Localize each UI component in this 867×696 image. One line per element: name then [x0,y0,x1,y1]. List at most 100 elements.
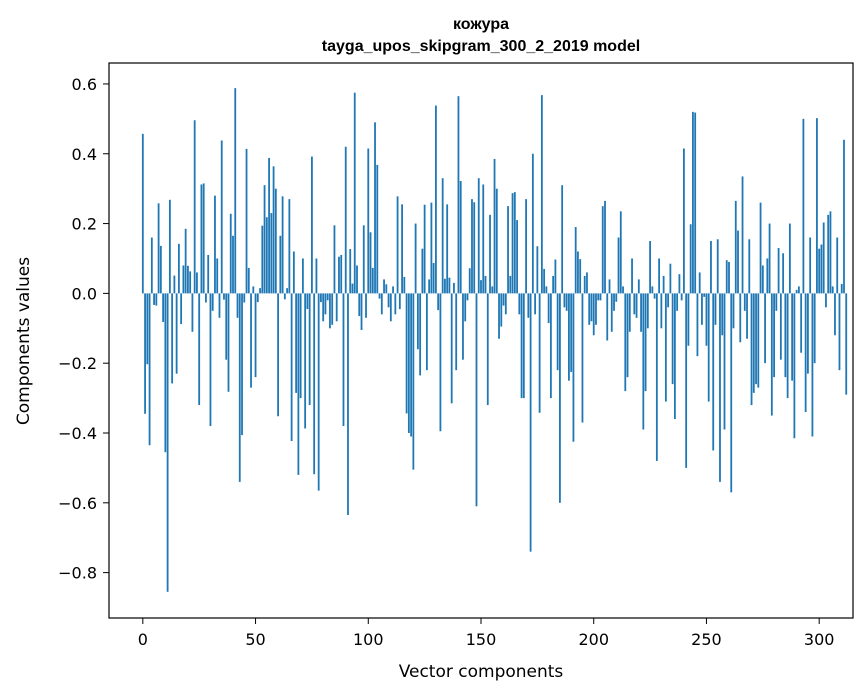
x-tick-label: 0 [138,630,148,649]
bar [308,293,311,406]
bar [410,293,413,437]
bar [191,293,194,332]
bar [211,293,214,311]
bar [407,293,410,433]
bar [362,225,365,294]
bar [759,202,762,294]
bar [622,286,624,294]
bar [829,211,832,294]
bar [146,293,149,365]
bar [360,293,363,331]
bar [166,293,169,592]
bar [507,206,509,294]
bar [288,199,291,294]
y-tick-label: 0.2 [72,215,97,234]
bar [462,293,464,360]
bar [561,185,564,294]
bar [322,293,325,322]
bar [795,289,798,294]
bar [374,122,376,294]
bar [595,293,597,325]
bar [782,253,785,294]
bar [313,293,316,475]
bar [626,293,629,378]
bar [265,217,268,294]
bar [301,258,304,294]
bar [216,258,219,294]
bar [281,196,284,294]
bar [683,148,685,294]
bar [261,225,264,294]
bar [367,148,370,294]
bar [617,237,620,294]
bar [527,293,530,318]
bar [538,293,541,413]
bar [836,237,839,294]
bar [597,293,600,301]
bar [554,259,557,294]
bar [351,283,354,294]
bar [750,293,753,406]
bar [428,279,431,294]
bar [416,293,419,350]
bar [243,293,246,303]
bar [414,223,417,294]
bar [583,275,586,294]
bar [466,293,469,301]
bar [263,185,266,294]
bar [694,112,697,294]
bar [698,272,701,294]
bar [392,286,394,294]
bar [344,146,347,294]
bar [577,251,579,294]
bar [371,267,374,294]
bar [389,293,392,322]
bar [471,199,473,294]
bar [755,293,757,385]
bar [525,199,527,294]
bar [604,200,606,294]
bar [290,293,293,442]
bar [430,202,433,294]
bar [768,223,771,294]
bar [223,293,225,300]
bar [784,293,787,378]
bar [734,200,737,294]
bar [444,278,446,294]
bar [692,111,694,294]
y-tick-label: 0.4 [72,145,97,164]
bar [247,267,250,294]
bar [421,248,424,294]
bar [664,293,667,402]
bar [588,293,591,325]
bar [637,279,640,294]
bar [286,288,289,294]
bar [635,293,638,318]
bar [320,293,322,303]
bar [725,260,728,294]
bar [292,251,295,294]
bar [256,293,259,303]
x-tick-label: 100 [353,630,384,649]
bar [649,241,651,294]
bar [182,265,185,294]
bar [425,293,428,371]
bar [601,206,604,294]
bar [570,293,573,372]
bar [752,293,755,393]
bar [545,286,548,294]
bar [340,254,343,294]
bar [653,293,656,299]
bar [764,293,766,364]
bar [816,118,818,294]
bar [559,293,561,503]
bar [608,279,611,294]
x-tick-label: 250 [691,630,722,649]
bar [385,284,388,294]
bar [797,286,800,294]
bar [299,293,302,399]
bar [484,275,487,294]
bar [610,293,613,332]
bar [770,293,773,416]
